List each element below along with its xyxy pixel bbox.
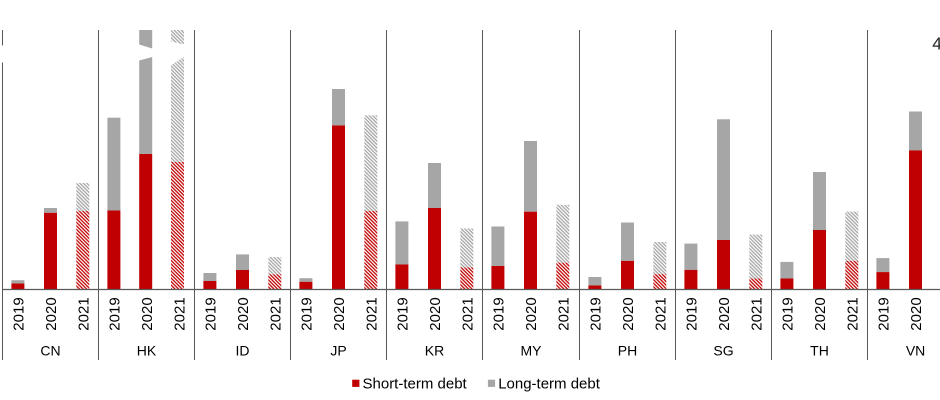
- svg-text:2020: 2020: [716, 297, 733, 330]
- svg-text:2021: 2021: [459, 297, 476, 330]
- svg-text:2020: 2020: [908, 297, 925, 330]
- svg-text:4: 4: [932, 34, 940, 54]
- svg-text:2021: 2021: [75, 297, 92, 330]
- svg-text:2019: 2019: [202, 297, 219, 330]
- svg-text:Short-term debt: Short-term debt: [363, 375, 468, 392]
- svg-text:HK: HK: [137, 343, 157, 359]
- svg-text:2020: 2020: [43, 297, 60, 330]
- svg-text:2020: 2020: [620, 297, 637, 330]
- svg-text:2019: 2019: [779, 297, 796, 330]
- svg-text:JP: JP: [330, 343, 346, 359]
- svg-text:2021: 2021: [171, 297, 188, 330]
- svg-text:Long-term debt: Long-term debt: [498, 375, 601, 392]
- svg-text:2020: 2020: [812, 297, 829, 330]
- svg-text:2021: 2021: [555, 297, 572, 330]
- svg-text:2020: 2020: [523, 297, 540, 330]
- svg-text:2021: 2021: [363, 297, 380, 330]
- svg-text:2020: 2020: [331, 297, 348, 330]
- svg-text:CN: CN: [40, 343, 60, 359]
- svg-text:2020: 2020: [427, 297, 444, 330]
- svg-text:2019: 2019: [298, 297, 315, 330]
- svg-text:2020: 2020: [139, 297, 156, 330]
- svg-text:2019: 2019: [106, 297, 123, 330]
- svg-text:2020: 2020: [235, 297, 252, 330]
- svg-text:VN: VN: [906, 343, 925, 359]
- svg-text:KR: KR: [425, 343, 444, 359]
- svg-text:2019: 2019: [683, 297, 700, 330]
- svg-text:2019: 2019: [490, 297, 507, 330]
- svg-text:TH: TH: [810, 343, 829, 359]
- svg-text:2021: 2021: [844, 297, 861, 330]
- svg-text:PH: PH: [618, 343, 637, 359]
- svg-text:2021: 2021: [267, 297, 284, 330]
- svg-text:2019: 2019: [10, 297, 27, 330]
- svg-text:MY: MY: [521, 343, 543, 359]
- svg-text:ID: ID: [236, 343, 250, 359]
- svg-text:2021: 2021: [748, 297, 765, 330]
- svg-text:SG: SG: [713, 343, 733, 359]
- svg-text:2019: 2019: [394, 297, 411, 330]
- svg-text:2021: 2021: [652, 297, 669, 330]
- svg-text:2019: 2019: [875, 297, 892, 330]
- svg-text:2019: 2019: [587, 297, 604, 330]
